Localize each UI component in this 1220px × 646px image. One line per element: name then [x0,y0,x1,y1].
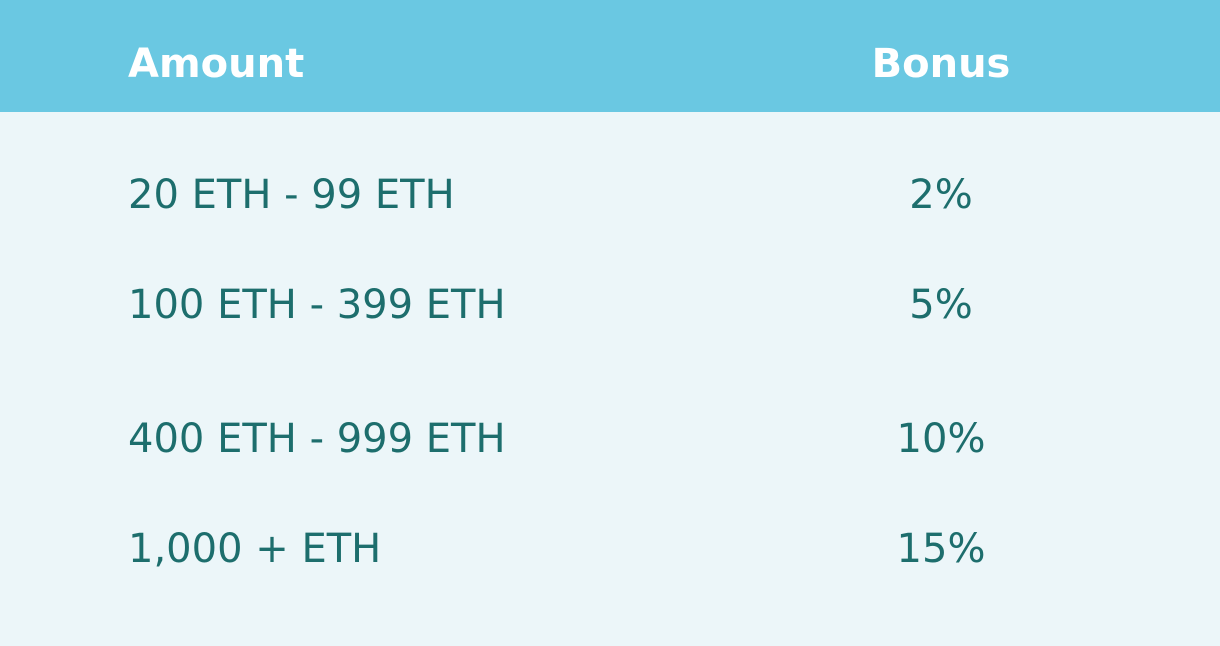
table-row: 20 ETH - 99 ETH 2% [0,165,1220,225]
amount-cell: 400 ETH - 999 ETH [128,416,506,462]
bonus-cell: 10% [896,416,986,462]
bonus-cell: 5% [909,282,973,328]
bonus-cell: 2% [909,172,973,218]
table-row: 400 ETH - 999 ETH 10% [0,409,1220,469]
bonus-column-header: Bonus [871,41,1011,87]
bonus-cell: 15% [896,526,986,572]
amount-cell: 20 ETH - 99 ETH [128,172,455,218]
table-row: 1,000 + ETH 15% [0,519,1220,579]
table-header: Amount Bonus [0,0,1220,112]
amount-cell: 1,000 + ETH [128,526,382,572]
amount-column-header: Amount [128,41,305,87]
amount-cell: 100 ETH - 399 ETH [128,282,506,328]
table-row: 100 ETH - 399 ETH 5% [0,275,1220,335]
